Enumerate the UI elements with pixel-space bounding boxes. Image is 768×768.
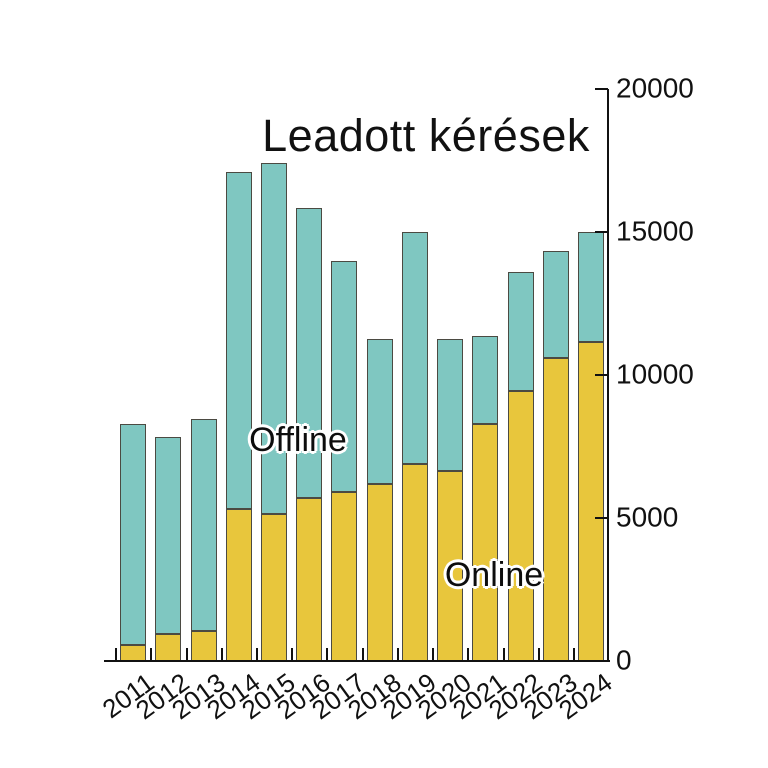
y-tick-10000 — [595, 374, 608, 376]
x-tick-2015 — [255, 648, 258, 661]
series-label-offline: Offline — [249, 421, 347, 459]
x-tick-2012 — [150, 648, 153, 661]
bar-segment-offline-2017 — [331, 260, 358, 493]
y-tick-15000 — [595, 231, 608, 233]
bar-segment-online-2013 — [190, 631, 217, 661]
x-tick-2020 — [432, 648, 435, 661]
bar-segment-offline-2024 — [578, 232, 604, 343]
bar-segment-offline-2015 — [260, 163, 287, 514]
bar-segment-offline-2022 — [507, 272, 534, 391]
y-tick-0 — [595, 660, 608, 662]
x-tick-2019 — [396, 648, 399, 661]
y-tick-label-20000: 20000 — [616, 72, 694, 104]
x-axis-line — [104, 660, 610, 662]
y-tick-label-15000: 15000 — [616, 215, 694, 247]
bar-segment-online-2022 — [507, 390, 534, 661]
x-tick-2021 — [467, 648, 470, 661]
chart-title: Leadott kérések — [262, 110, 590, 161]
bar-segment-offline-2012 — [155, 436, 182, 634]
bar-segment-offline-2021 — [472, 336, 499, 424]
bar-segment-offline-2013 — [190, 419, 217, 631]
bar-segment-online-2019 — [401, 463, 428, 661]
series-label-online: Online — [444, 556, 544, 594]
bar-segment-offline-2011 — [120, 423, 146, 646]
x-tick-2013 — [185, 648, 188, 661]
x-tick-2022 — [502, 648, 505, 661]
x-tick-2024 — [573, 648, 575, 661]
y-axis-line — [607, 89, 609, 662]
y-tick-5000 — [595, 517, 608, 519]
x-tick-2011 — [115, 648, 117, 661]
x-tick-2023 — [537, 648, 540, 661]
bar-segment-online-2014 — [225, 509, 252, 661]
bar-segment-online-2015 — [260, 513, 287, 661]
bar-segment-online-2018 — [366, 483, 393, 661]
bar-segment-offline-2014 — [225, 171, 252, 510]
x-tick-2018 — [361, 648, 364, 661]
y-tick-label-10000: 10000 — [616, 358, 694, 390]
bar-segment-offline-2020 — [437, 339, 464, 471]
x-tick-2016 — [291, 648, 294, 661]
bar-segment-online-2024 — [578, 342, 604, 661]
bar-segment-online-2023 — [542, 357, 569, 661]
bar-segment-offline-2016 — [296, 207, 323, 498]
bar-segment-offline-2019 — [401, 232, 428, 464]
bar-segment-offline-2023 — [542, 250, 569, 358]
y-tick-label-5000: 5000 — [616, 501, 679, 533]
y-tick-20000 — [595, 88, 608, 90]
y-tick-label-0: 0 — [616, 644, 632, 676]
bar-segment-offline-2018 — [366, 339, 393, 484]
bar-segment-online-2016 — [296, 498, 323, 661]
bar-segment-online-2011 — [120, 645, 146, 661]
bar-segment-online-2017 — [331, 492, 358, 661]
x-tick-2014 — [220, 648, 223, 661]
bar-segment-online-2021 — [472, 423, 499, 661]
x-tick-2017 — [326, 648, 329, 661]
bar-segment-online-2012 — [155, 633, 182, 661]
